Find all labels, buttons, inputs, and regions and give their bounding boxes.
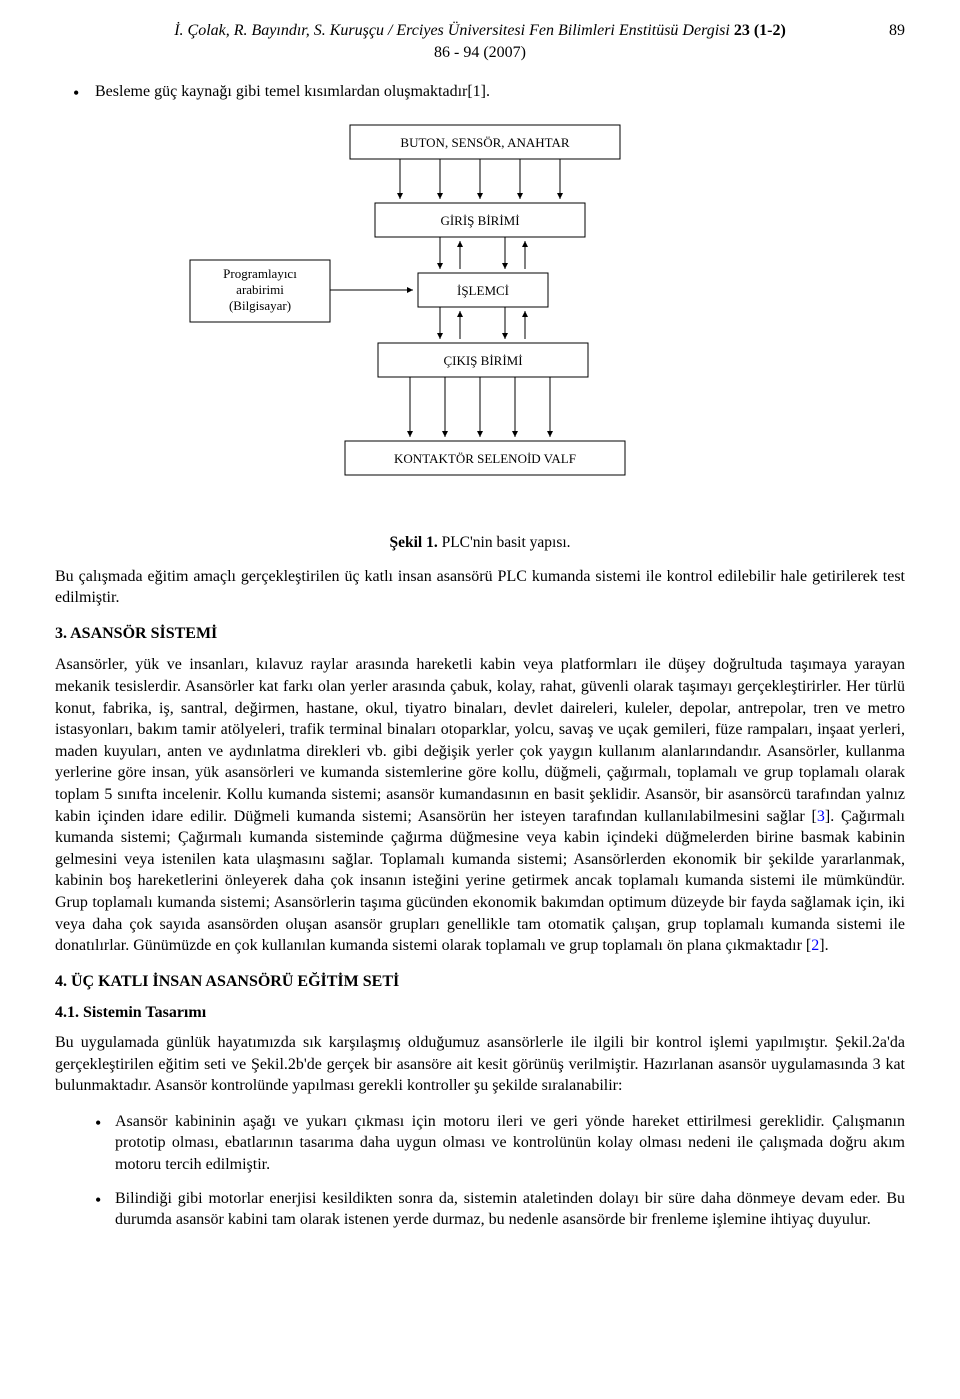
header-authors: İ. Çolak, R. Bayındır, S. Kuruşçu / Erci… (174, 22, 734, 39)
intro-bullet-text: Besleme güç kaynağı gibi temel kısımlard… (95, 83, 490, 100)
ref-3: 3 (817, 808, 825, 825)
header-citation: İ. Çolak, R. Bayındır, S. Kuruşçu / Erci… (55, 20, 905, 63)
section-4-heading: 4. ÜÇ KATLI İNSAN ASANSÖRÜ EĞİTİM SETİ (55, 971, 905, 993)
diagram-text-bottom: KONTAKTÖR SELENOİD VALF (394, 451, 576, 466)
diagram-text-top: BUTON, SENSÖR, ANAHTAR (400, 135, 570, 150)
section-3-heading: 3. ASANSÖR SİSTEMİ (55, 623, 905, 645)
diagram-text-output: ÇIKIŞ BİRİMİ (443, 353, 522, 368)
intro-bullet: Besleme güç kaynağı gibi temel kısımlard… (55, 81, 905, 103)
figure-1-caption: Şekil 1. PLC'nin basit yapısı. (55, 533, 905, 554)
page-header: İ. Çolak, R. Bayındır, S. Kuruşçu / Erci… (55, 20, 905, 63)
diagram-text-programmer-2: arabirimi (236, 282, 284, 297)
section-4-1-body: Bu uygulamada günlük hayatımızda sık kar… (55, 1032, 905, 1097)
plc-diagram: BUTON, SENSÖR, ANAHTAR GİRİŞ BİRİMİ Prog… (55, 115, 905, 515)
list-item-text: Bilindiği gibi motorlar enerjisi kesildi… (115, 1190, 905, 1229)
sec3-text-c: ]. (819, 937, 828, 954)
section-4-1-heading: 4.1. Sistemin Tasarımı (55, 1002, 905, 1024)
header-vol: 23 (1-2) (734, 22, 786, 39)
sec3-text-b: ]. Çağırmalı kumanda sistemi; Çağırmalı … (55, 808, 905, 955)
requirements-list: Asansör kabininin aşağı ve yukarı çıkmas… (55, 1111, 905, 1231)
diagram-text-programmer-3: (Bilgisayar) (229, 298, 291, 313)
diagram-text-processor: İŞLEMCİ (457, 283, 509, 298)
plc-diagram-svg: BUTON, SENSÖR, ANAHTAR GİRİŞ BİRİMİ Prog… (120, 115, 840, 515)
figure-1-text: PLC'nin basit yapısı. (438, 534, 571, 551)
diagram-text-input: GİRİŞ BİRİMİ (440, 213, 519, 228)
diagram-text-programmer-1: Programlayıcı (223, 266, 297, 281)
list-item: Asansör kabininin aşağı ve yukarı çıkmas… (95, 1111, 905, 1176)
para-after-fig: Bu çalışmada eğitim amaçlı gerçekleştiri… (55, 566, 905, 609)
sec3-text-a: Asansörler, yük ve insanları, kılavuz ra… (55, 656, 905, 824)
list-item-text: Asansör kabininin aşağı ve yukarı çıkmas… (115, 1113, 905, 1173)
figure-1-label: Şekil 1. (389, 534, 437, 551)
page-number: 89 (889, 20, 905, 42)
section-3-body: Asansörler, yük ve insanları, kılavuz ra… (55, 654, 905, 956)
header-pages: 86 - 94 (2007) (434, 44, 526, 61)
list-item: Bilindiği gibi motorlar enerjisi kesildi… (95, 1188, 905, 1231)
